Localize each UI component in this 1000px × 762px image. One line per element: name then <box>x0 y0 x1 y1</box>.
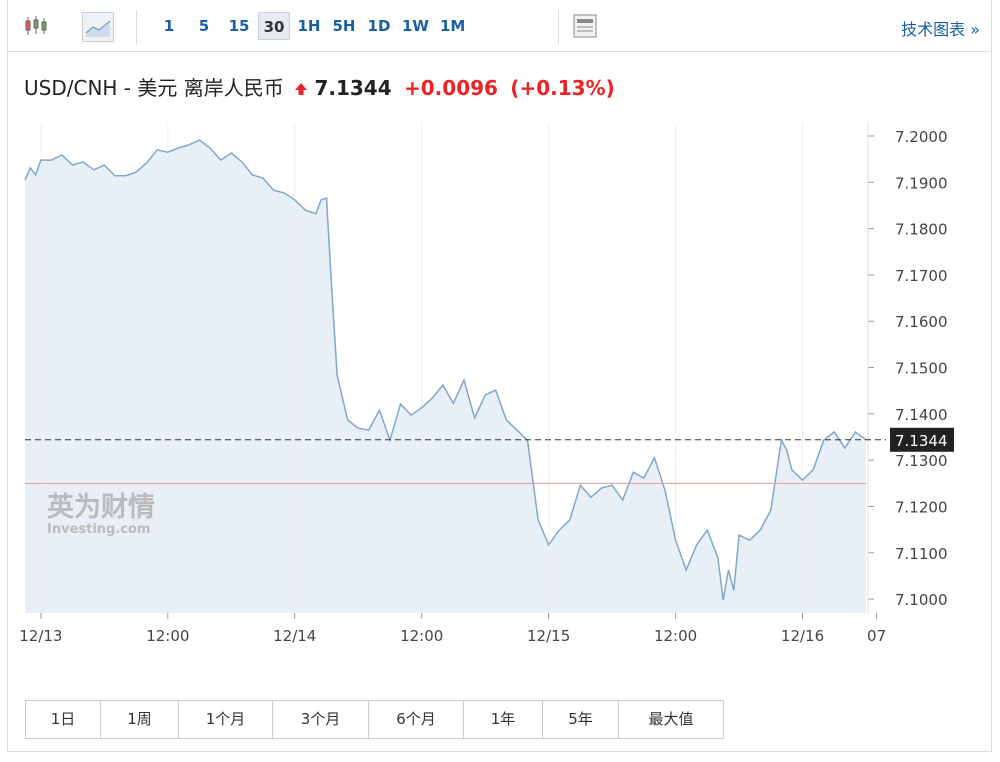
interval-button[interactable]: 5 <box>198 17 210 35</box>
x-tick-label: 12:00 <box>146 627 189 645</box>
y-tick-label: 7.1900 <box>895 174 948 192</box>
symbol: USD/CNH - 美元 离岸人民币 <box>24 76 284 100</box>
interval-button[interactable]: 5H <box>332 17 356 35</box>
quote-header: USD/CNH - 美元 离岸人民币 7.1344 +0.0096 (+0.13… <box>24 72 615 101</box>
x-tick-label: 12/14 <box>273 627 316 645</box>
toolbar: 1 5 15 30 1H 5H 1D 1W 1M 技术图表 » <box>8 0 992 52</box>
watermark-site: Investing.com <box>47 522 150 537</box>
widget-frame <box>7 0 992 752</box>
range-button[interactable]: 1年 <box>464 701 543 738</box>
last-price-label: 7.1344 <box>895 432 948 450</box>
range-button[interactable]: 最大值 <box>648 710 694 728</box>
price: 7.1344 <box>314 76 392 100</box>
y-tick-label: 7.1100 <box>895 545 948 563</box>
interval-button[interactable]: 1H <box>297 17 321 35</box>
interval-button[interactable]: 1W <box>402 17 429 35</box>
range-button[interactable]: 1周 <box>101 701 179 738</box>
range-button[interactable]: 6个月 <box>369 701 464 738</box>
x-tick-label: 12/13 <box>19 627 62 645</box>
change: +0.0096 <box>404 76 498 100</box>
candlestick-icon[interactable] <box>22 12 52 40</box>
x-tick-label: 12/16 <box>781 627 824 645</box>
range-button[interactable]: 1个月 <box>179 701 273 738</box>
y-tick-label: 7.1000 <box>895 591 948 609</box>
last-price-box <box>890 427 954 452</box>
area-fill <box>25 140 866 613</box>
up-arrow <box>295 83 308 95</box>
news-icon[interactable] <box>570 12 600 40</box>
y-tick-label: 7.1200 <box>895 498 948 516</box>
y-tick-label: 7.1800 <box>895 221 948 239</box>
y-tick-label: 7.1300 <box>895 452 948 470</box>
line-chart-icon[interactable] <box>82 12 114 42</box>
interval-button[interactable]: 15 <box>228 17 250 35</box>
x-tick-label: 12:00 <box>654 627 697 645</box>
x-tick-label: 12/15 <box>527 627 570 645</box>
x-tick-label: 07 <box>867 627 886 645</box>
range-button[interactable]: 5年 <box>543 701 619 738</box>
interval-list: 1 5 15 30 1H 5H 1D 1W 1M <box>153 12 472 40</box>
y-tick-label: 7.1600 <box>895 313 948 331</box>
range-button[interactable]: 1日 <box>26 701 101 738</box>
interval-button[interactable]: 1 <box>163 17 175 35</box>
y-tick-label: 7.2000 <box>895 128 948 146</box>
change-percent: (+0.13%) <box>510 76 615 100</box>
y-tick-label: 7.1700 <box>895 267 948 285</box>
range-list: 1日 1周 1个月 3个月 6个月 1年 5年 最大值 <box>25 700 724 739</box>
interval-button[interactable]: 1D <box>367 17 391 35</box>
range-button[interactable]: 3个月 <box>273 701 369 738</box>
price-line <box>24 139 867 601</box>
watermark-brand: 英为财情 <box>47 492 155 523</box>
technical-chart-link[interactable]: 技术图表 » <box>901 20 980 39</box>
interval-button[interactable]: 1M <box>439 17 466 35</box>
interval-button[interactable]: 30 <box>258 12 290 40</box>
y-tick-label: 7.1400 <box>895 406 948 424</box>
y-tick-label: 7.1500 <box>895 360 948 378</box>
x-tick-label: 12:00 <box>400 627 443 645</box>
